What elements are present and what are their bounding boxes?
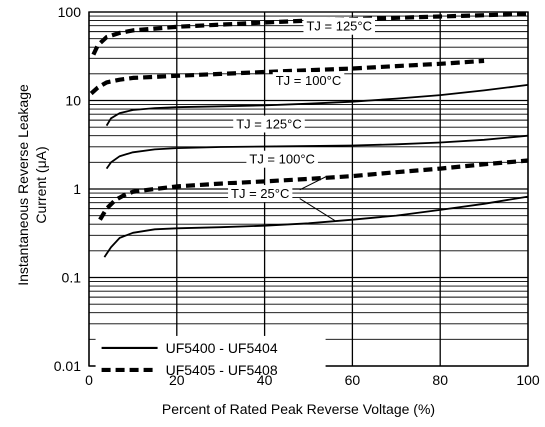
y-tick-label: 10	[65, 93, 81, 109]
annotation-label: TJ = 100°C	[272, 72, 345, 90]
series-dashed-100	[89, 58, 485, 96]
y-axis-label: Instantaneous Reverse Leakage Current (μA…	[15, 84, 49, 286]
annotation-label-bg	[233, 115, 305, 133]
annotation-label-bg	[272, 72, 345, 90]
x-tick-label: 100	[516, 372, 540, 388]
series-solid-100	[105, 134, 529, 170]
y-axis-label-line: Current (μA)	[33, 146, 49, 223]
leader-line	[299, 198, 336, 221]
y-tick-label: 100	[58, 4, 82, 20]
x-tick-labels: 0 20 40 60 80 100	[85, 372, 540, 388]
annotation-labels: TJ = 125°C TJ = 100°C TJ = 125°C TJ = 100°C…	[228, 17, 376, 203]
y-axis-label-line: Instantaneous Reverse Leakage	[15, 84, 31, 286]
y-tick-label: 0.1	[62, 270, 82, 286]
annotation-label: TJ = 125°C	[303, 17, 376, 35]
annotation-label: TJ = 125°C	[233, 115, 305, 133]
y-tick-labels: 0.01 0.1 1 10 100	[54, 4, 81, 374]
series-layer	[89, 11, 529, 258]
annotation-leaders	[299, 176, 336, 221]
x-tick-label: 60	[345, 372, 361, 388]
annotation-label-bg	[303, 17, 376, 35]
grid-lines-y	[89, 15, 528, 367]
y-tick-label: 1	[73, 181, 81, 197]
annotation-label-bg	[246, 150, 318, 168]
legend-label: UF5405 - UF5408	[166, 362, 278, 378]
legend: UF5400 - UF5404 UF5405 - UF5408	[95, 335, 326, 382]
series-dashed-25	[98, 158, 529, 221]
annotation-text: TJ = 100°C	[249, 152, 315, 167]
x-tick-label: 40	[257, 372, 273, 388]
annotation-label: TJ = 100°C	[246, 150, 318, 168]
x-tick-label: 20	[169, 372, 185, 388]
annotation-text: TJ = 125°C	[306, 19, 372, 34]
series-solid-125	[105, 84, 529, 127]
annotation-text: TJ = 25°C	[231, 186, 289, 201]
leader-line	[299, 176, 327, 191]
legend-background	[95, 335, 326, 382]
y-tick-label: 0.01	[54, 358, 81, 374]
x-tick-label: 80	[432, 372, 448, 388]
series-solid-25	[103, 195, 529, 258]
annotation-label: TJ = 25°C	[228, 185, 293, 203]
legend-label: UF5400 - UF5404	[166, 340, 278, 356]
annotation-text: TJ = 100°C	[276, 73, 342, 88]
series-dashed-125	[91, 11, 529, 56]
annotation-label-bg	[228, 185, 293, 203]
x-axis-label: Percent of Rated Peak Reverse Voltage (%…	[162, 401, 435, 417]
x-tick-label: 0	[85, 372, 93, 388]
annotation-text: TJ = 125°C	[236, 116, 302, 131]
